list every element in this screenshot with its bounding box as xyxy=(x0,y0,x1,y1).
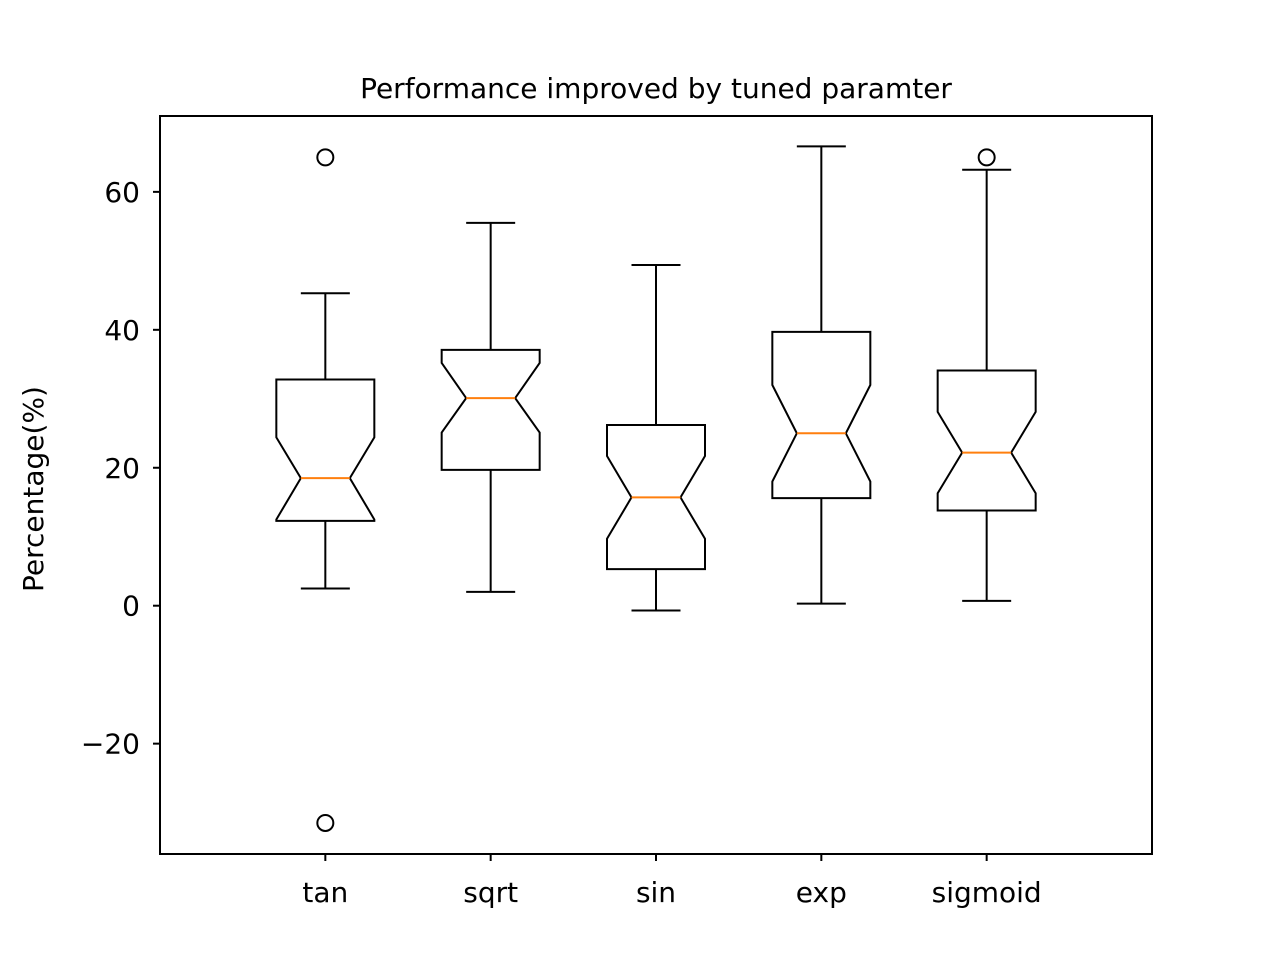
y-axis-label: Percentage(%) xyxy=(17,386,50,592)
y-tick-label: 60 xyxy=(104,176,140,209)
y-tick-label: −20 xyxy=(81,728,140,761)
y-tick-label: 40 xyxy=(104,314,140,347)
x-tick-label: sin xyxy=(636,876,676,909)
y-tick-label: 20 xyxy=(104,452,140,485)
plot-area: −20 0 20 40 60 tan sqrt sin exp sigmoid xyxy=(81,145,1042,909)
box-exp xyxy=(771,330,872,500)
x-tick-label: exp xyxy=(796,876,847,909)
x-tick-label: sqrt xyxy=(463,876,518,909)
chart-title: Performance improved by tuned paramter xyxy=(360,72,952,105)
x-tick-label: tan xyxy=(302,876,348,909)
x-tick-label: sigmoid xyxy=(932,876,1042,909)
outlier-point xyxy=(977,148,996,167)
outlier-point xyxy=(316,813,335,832)
box-sin xyxy=(606,423,706,571)
box-sigmoid xyxy=(936,369,1037,512)
outlier-point xyxy=(316,148,335,167)
plot-frame xyxy=(159,115,1153,855)
box-sqrt xyxy=(440,348,541,471)
box-tan xyxy=(275,378,376,522)
y-tick-label: 0 xyxy=(122,590,140,623)
